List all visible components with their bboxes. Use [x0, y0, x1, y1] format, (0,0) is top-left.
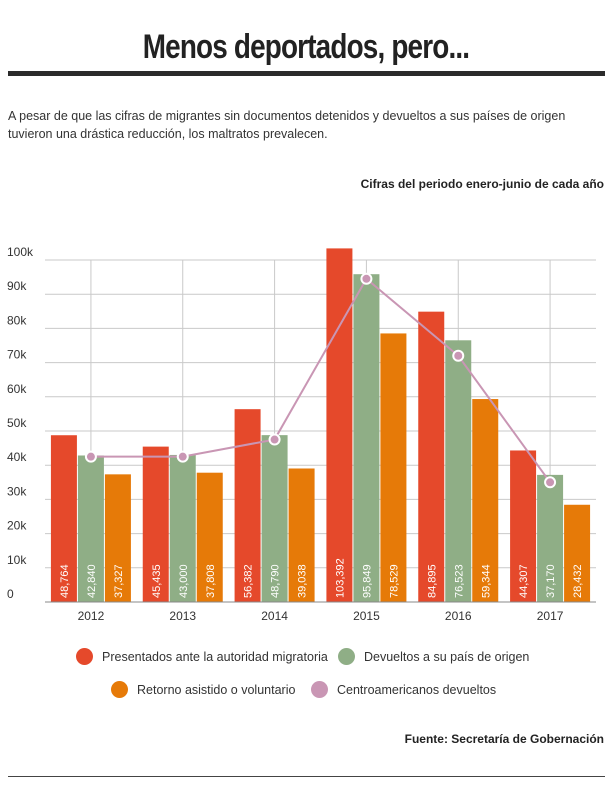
y-tick-label: 40k	[7, 450, 27, 464]
y-tick-label: 100k	[7, 245, 34, 259]
legend-item-presentados: Presentados ante la autoridad migratoria	[76, 648, 328, 665]
source-note: Fuente: Secretaría de Gobernación	[404, 732, 604, 746]
bar-value-label: 45,435	[151, 564, 163, 598]
x-tick-label: 2013	[169, 609, 196, 623]
legend-item-devueltos: Devueltos a su país de origen	[338, 648, 529, 665]
line-point	[360, 272, 373, 285]
bar	[169, 454, 196, 602]
y-tick-label: 0	[7, 587, 14, 601]
y-tick-label: 50k	[7, 416, 27, 430]
bar-value-label: 43,000	[178, 564, 190, 598]
y-tick-label: 20k	[7, 519, 27, 533]
y-tick-label: 30k	[7, 484, 27, 498]
bar	[418, 311, 445, 602]
line-point	[452, 349, 465, 362]
bar-value-label: 37,170	[545, 564, 557, 598]
bar	[326, 248, 353, 602]
bar	[104, 474, 131, 602]
bar	[234, 409, 261, 602]
bar-value-label: 56,382	[243, 564, 255, 598]
bar-value-label: 37,327	[113, 564, 125, 598]
x-tick-label: 2017	[537, 609, 564, 623]
y-tick-label: 80k	[7, 313, 27, 327]
legend-item-retorno: Retorno asistido o voluntario	[111, 681, 295, 698]
legend-label-presentados: Presentados ante la autoridad migratoria	[102, 649, 328, 664]
bar	[380, 333, 407, 602]
line-point	[268, 433, 281, 446]
bar	[261, 435, 288, 602]
y-tick-label: 60k	[7, 382, 27, 396]
x-tick-label: 2015	[353, 609, 380, 623]
intro-text: A pesar de que las cifras de migrantes s…	[8, 109, 566, 141]
bar-value-label: 37,808	[205, 564, 217, 598]
y-tick-label: 90k	[7, 279, 27, 293]
bar	[142, 446, 169, 602]
legend-label-centroamericanos: Centroamericanos devueltos	[337, 682, 497, 697]
legend-dot-presentados	[76, 648, 93, 665]
legend-label-devueltos: Devueltos a su país de origen	[364, 649, 530, 664]
line-point	[84, 450, 97, 463]
legend-item-centroamericanos: Centroamericanos devueltos	[311, 681, 496, 698]
line-centroamericanos	[90, 277, 551, 483]
line-point	[544, 476, 557, 489]
bar-value-label: 48,790	[270, 564, 282, 598]
bar-value-label: 28,432	[572, 564, 584, 598]
bar	[50, 435, 77, 602]
bar-value-label: 103,392	[334, 558, 346, 598]
bar-value-label: 95,849	[361, 564, 373, 598]
x-tick-label: 2016	[445, 609, 472, 623]
bar-line-chart: 0 10k 20k 30k 40k 50k 60k 70k 80k 90k 100k 48,764 42…	[7, 245, 596, 623]
bar	[445, 340, 472, 602]
bar	[353, 274, 380, 602]
legend-dot-devueltos	[338, 648, 355, 665]
bar-value-label: 44,307	[518, 564, 530, 598]
chart-title: Menos deportados, pero...	[142, 28, 470, 66]
bar-value-label: 39,038	[297, 564, 309, 598]
bar	[196, 472, 223, 602]
bar-value-label: 59,344	[480, 564, 492, 598]
bar-value-label: 42,840	[86, 564, 98, 598]
bar-value-label: 48,764	[59, 564, 71, 598]
legend-dot-centroamericanos	[311, 681, 328, 698]
y-tick-label: 70k	[7, 348, 27, 362]
bar-value-label: 78,529	[388, 564, 400, 598]
y-tick-label: 10k	[7, 553, 27, 567]
bar	[564, 504, 591, 602]
bar	[288, 468, 315, 602]
x-tick-label: 2012	[78, 609, 105, 623]
bar	[77, 455, 104, 602]
bar	[510, 450, 537, 602]
x-tick-label: 2014	[261, 609, 288, 623]
legend-label-retorno: Retorno asistido o voluntario	[137, 682, 296, 697]
bar	[472, 399, 499, 602]
title-rule	[8, 71, 605, 76]
line-point	[176, 450, 189, 463]
bar	[537, 474, 564, 602]
bottom-rule	[8, 776, 605, 777]
period-note: Cifras del periodo enero-junio de cada a…	[360, 177, 604, 191]
bar-value-label: 84,895	[426, 564, 438, 598]
legend-dot-retorno	[111, 681, 128, 698]
bar-value-label: 76,523	[453, 564, 465, 598]
